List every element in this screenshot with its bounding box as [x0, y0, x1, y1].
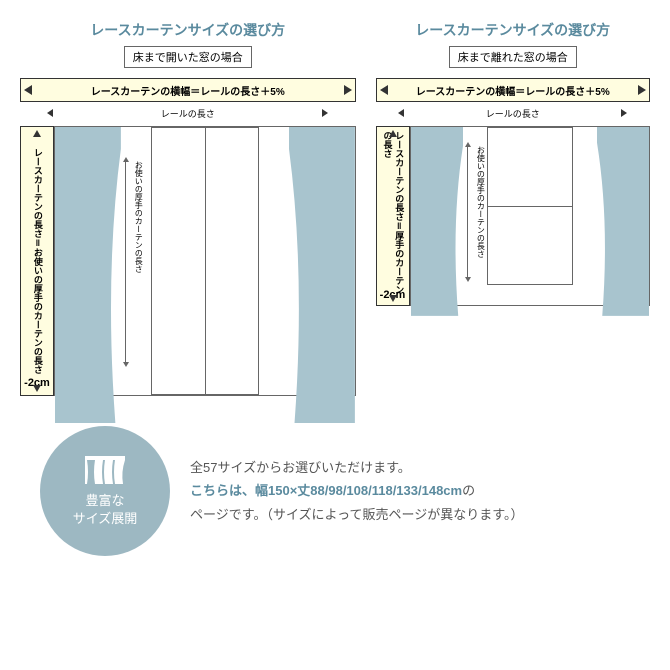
curtain-left-panel-r — [411, 127, 463, 316]
curtain-box-right: レースカーテンの長さ‖厚手のカーテンの長さ -2cm お使いの厚手のカーテンの長… — [376, 126, 651, 306]
width-formula-left: レースカーテンの横幅＝レールの長さ＋5% — [20, 78, 356, 102]
diagram-floor-window: レースカーテンサイズの選び方 床まで開いた窓の場合 レースカーテンの横幅＝レール… — [20, 20, 356, 396]
size-badge: 豊富な サイズ展開 — [40, 426, 170, 556]
length-label-right: レースカーテンの長さ‖厚手のカーテンの長さ -2cm — [376, 126, 410, 306]
subtitle-right: 床まで離れた窓の場合 — [449, 46, 577, 68]
window-left: お使いの厚手のカーテンの長さ — [54, 126, 356, 396]
badge-text: 豊富な サイズ展開 — [73, 492, 138, 528]
desc-line3: ページです。（サイズによって販売ページが異なります。） — [190, 503, 523, 526]
description: 全57サイズからお選びいただけます。 こちらは、幅150×丈88/98/108/… — [190, 456, 523, 526]
desc-highlight: こちらは、幅150×丈88/98/108/118/133/148cm — [190, 483, 462, 498]
curtain-right-panel-r — [597, 127, 649, 316]
diagram-away-window: レースカーテンサイズの選び方 床まで離れた窓の場合 レースカーテンの横幅＝レール… — [376, 20, 651, 396]
diagrams-row: レースカーテンサイズの選び方 床まで開いた窓の場合 レースカーテンの横幅＝レール… — [0, 0, 670, 396]
desc-line1: 全57サイズからお選びいただけます。 — [190, 456, 523, 479]
subtitle-left: 床まで開いた窓の場合 — [124, 46, 252, 68]
window-frame-right — [487, 127, 573, 285]
desc-line2: こちらは、幅150×丈88/98/108/118/133/148cmの — [190, 479, 523, 502]
inner-label-right: お使いの厚手のカーテンの長さ — [463, 142, 487, 282]
title-right: レースカーテンサイズの選び方 — [415, 20, 610, 40]
length-label-left: レースカーテンの長さ‖お使いの厚手のカーテンの長さ -2cm — [20, 126, 54, 396]
curtain-right-panel — [289, 127, 355, 423]
rail-label-left: レールの長さ — [45, 104, 330, 122]
inner-label-left: お使いの厚手のカーテンの長さ — [121, 157, 145, 367]
window-frame-left — [151, 127, 259, 395]
minus2-right: -2cm — [380, 289, 406, 301]
curtain-left-panel — [55, 127, 121, 423]
minus2-left: -2cm — [24, 377, 50, 389]
width-formula-right: レースカーテンの横幅＝レールの長さ＋5% — [376, 78, 651, 102]
rail-label-right: レールの長さ — [396, 104, 629, 122]
curtain-icon — [83, 454, 127, 486]
title-left: レースカーテンサイズの選び方 — [90, 20, 285, 40]
curtain-box-left: レースカーテンの長さ‖お使いの厚手のカーテンの長さ -2cm お使いの厚手のカー… — [20, 126, 356, 396]
window-right: お使いの厚手のカーテンの長さ — [410, 126, 651, 306]
